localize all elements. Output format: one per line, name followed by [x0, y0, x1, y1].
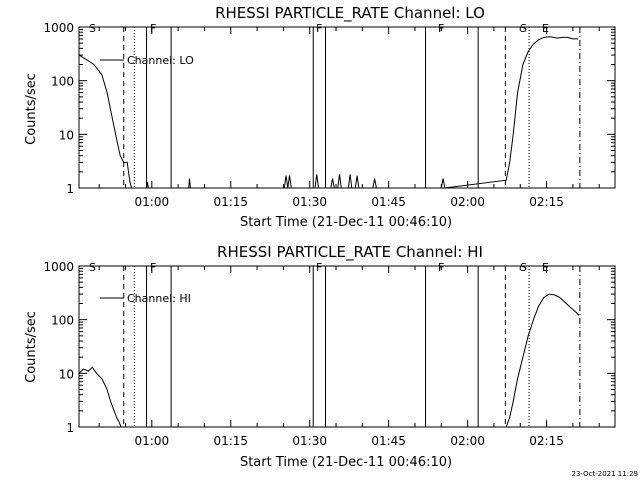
y-tick-label: 1 — [66, 182, 74, 196]
y-axis-label-lo: Counts/sec — [24, 73, 39, 145]
marker-label-f2-lo: F — [316, 22, 322, 35]
x-tick-label: 01:15 — [213, 195, 248, 209]
x-axis-label-lo: Start Time (21-Dec-11 00:46:10) — [240, 215, 452, 230]
marker-label-s-end-hi: S — [520, 261, 527, 274]
marker-label-f2-hi: F — [316, 261, 322, 274]
y-tick-label: 1000 — [43, 260, 74, 274]
series-line — [78, 293, 580, 428]
x-tick-label: 01:00 — [135, 195, 170, 209]
marker-label-e-lo: E — [542, 22, 549, 35]
y-tick-label: 10 — [59, 367, 74, 381]
x-tick-label: 01:45 — [371, 195, 406, 209]
marker-label-s-start-hi: S — [89, 261, 96, 274]
legend-label-lo: Channel: LO — [127, 54, 194, 67]
panel-lo: RHESSI PARTICLE_RATE Channel: LO Start T… — [24, 4, 616, 230]
panel-hi: RHESSI PARTICLE_RATE Channel: HI Start T… — [24, 243, 616, 470]
x-tick-label: 02:00 — [450, 434, 485, 448]
x-tick-label: 01:15 — [213, 434, 248, 448]
chart-title-hi: RHESSI PARTICLE_RATE Channel: HI — [217, 243, 483, 262]
x-axis-label-hi: Start Time (21-Dec-11 00:46:10) — [240, 455, 452, 470]
plot-frame — [78, 265, 616, 428]
series-line — [78, 36, 579, 189]
x-tick-label: 01:45 — [371, 434, 406, 448]
marker-label-e-hi: E — [542, 261, 549, 274]
render-timestamp: 23-Oct-2021 11:29 — [572, 470, 638, 478]
y-tick-label: 1000 — [43, 21, 74, 35]
x-tick-label: 01:30 — [292, 195, 327, 209]
x-tick-label: 01:30 — [292, 434, 327, 448]
plot-frame — [78, 26, 616, 189]
chart-title-lo: RHESSI PARTICLE_RATE Channel: LO — [215, 4, 485, 23]
y-tick-label: 100 — [51, 75, 74, 89]
y-axis-label-hi: Counts/sec — [24, 311, 39, 383]
legend-label-hi: Channel: HI — [127, 292, 191, 305]
marker-label-f1-lo: F — [150, 22, 156, 35]
marker-label-s-end-lo: S — [520, 22, 527, 35]
x-tick-label: 02:00 — [450, 195, 485, 209]
x-tick-label: 02:15 — [529, 195, 564, 209]
x-tick-label: 01:00 — [135, 434, 170, 448]
marker-label-f1-hi: F — [150, 261, 156, 274]
y-tick-label: 10 — [59, 128, 74, 142]
marker-label-s-start-lo: S — [89, 22, 96, 35]
y-tick-label: 1 — [66, 421, 74, 435]
x-tick-label: 02:15 — [529, 434, 564, 448]
y-tick-label: 100 — [51, 314, 74, 328]
